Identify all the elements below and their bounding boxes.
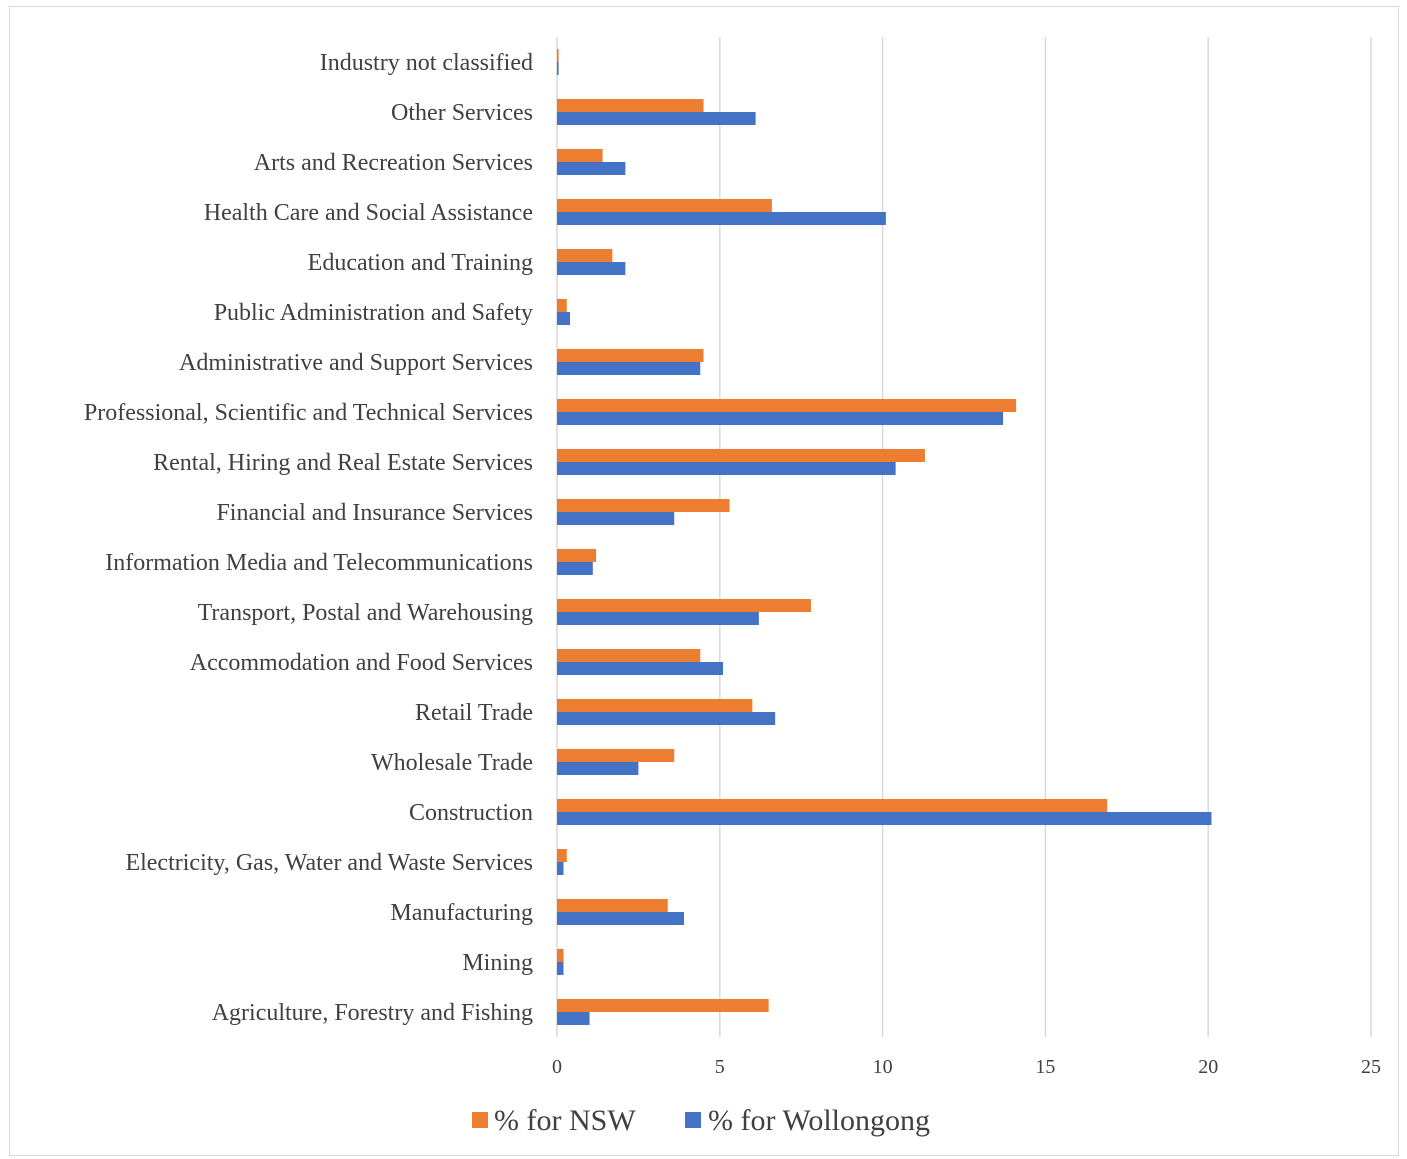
category-label: Mining — [462, 950, 533, 976]
legend-swatch-nsw — [472, 1112, 488, 1128]
bar-wollongong — [557, 462, 896, 475]
bar-nsw — [557, 649, 701, 662]
bar-wollongong — [557, 212, 886, 225]
bar-nsw — [557, 899, 668, 912]
bar-wollongong — [557, 162, 626, 175]
bar-nsw — [557, 99, 704, 112]
chart-frame — [9, 6, 1399, 1156]
category-label: Wholesale Trade — [371, 750, 533, 776]
category-label: Rental, Hiring and Real Estate Services — [153, 450, 533, 476]
x-tick-label: 0 — [552, 1056, 562, 1078]
legend-label-nsw: % for NSW — [494, 1104, 636, 1137]
bar-wollongong — [557, 562, 593, 575]
category-label: Manufacturing — [390, 900, 533, 926]
category-label: Industry not classified — [320, 50, 533, 76]
category-labels: Industry not classified Other Services Art… — [84, 50, 533, 1026]
bar-wollongong — [557, 362, 701, 375]
bar-wollongong — [557, 262, 626, 275]
bar-wollongong — [557, 812, 1212, 825]
x-tick-label: 25 — [1361, 1056, 1381, 1078]
category-label: Accommodation and Food Services — [190, 650, 533, 676]
x-tick-label: 20 — [1198, 1056, 1218, 1078]
category-label: Public Administration and Safety — [214, 300, 533, 326]
bar-wollongong — [557, 412, 1004, 425]
category-label: Information Media and Telecommunications — [105, 550, 533, 576]
bar-wollongong — [557, 112, 756, 125]
bar-nsw — [557, 949, 564, 962]
category-label: Health Care and Social Assistance — [204, 200, 533, 226]
bar-wollongong — [557, 862, 564, 875]
category-label: Education and Training — [308, 250, 533, 276]
category-label: Professional, Scientific and Technical S… — [84, 400, 533, 426]
bar-wollongong — [557, 1012, 590, 1025]
gridlines — [556, 37, 1372, 1037]
bar-nsw — [557, 299, 567, 312]
legend: % for NSW % for Wollongong — [472, 1104, 930, 1137]
bar-nsw — [557, 199, 772, 212]
bar-nsw — [557, 799, 1108, 812]
bars — [557, 49, 1212, 1025]
bar-nsw — [557, 149, 603, 162]
x-axis-tick-labels: 0 5 10 15 20 25 — [552, 1056, 1381, 1078]
legend-swatch-wollongong — [685, 1112, 701, 1128]
category-label: Transport, Postal and Warehousing — [198, 600, 533, 626]
bar-nsw — [557, 599, 811, 612]
x-tick-label: 10 — [873, 1056, 893, 1078]
bar-wollongong — [557, 962, 564, 975]
bar-wollongong — [557, 762, 639, 775]
bar-nsw — [557, 49, 559, 62]
bar-wollongong — [557, 62, 559, 75]
category-label: Arts and Recreation Services — [254, 150, 533, 176]
bar-wollongong — [557, 512, 675, 525]
bar-wollongong — [557, 612, 759, 625]
bar-nsw — [557, 549, 597, 562]
x-tick-label: 5 — [715, 1056, 725, 1078]
category-label: Administrative and Support Services — [179, 350, 533, 376]
category-label: Financial and Insurance Services — [216, 500, 533, 526]
bar-nsw — [557, 999, 769, 1012]
category-label: Retail Trade — [415, 700, 533, 726]
bar-wollongong — [557, 662, 724, 675]
bar-nsw — [557, 349, 704, 362]
bar-nsw — [557, 749, 675, 762]
category-label: Construction — [409, 800, 533, 826]
bar-nsw — [557, 399, 1017, 412]
category-label: Electricity, Gas, Water and Waste Servic… — [125, 850, 533, 876]
bar-nsw — [557, 849, 567, 862]
bar-nsw — [557, 249, 613, 262]
x-tick-label: 15 — [1035, 1056, 1055, 1078]
bar-nsw — [557, 449, 925, 462]
category-label: Agriculture, Forestry and Fishing — [212, 1000, 533, 1026]
bar-nsw — [557, 699, 753, 712]
bar-wollongong — [557, 312, 571, 325]
bar-wollongong — [557, 712, 776, 725]
legend-label-wollongong: % for Wollongong — [708, 1104, 930, 1137]
bar-nsw — [557, 499, 730, 512]
category-label: Other Services — [391, 100, 533, 126]
bar-wollongong — [557, 912, 684, 925]
